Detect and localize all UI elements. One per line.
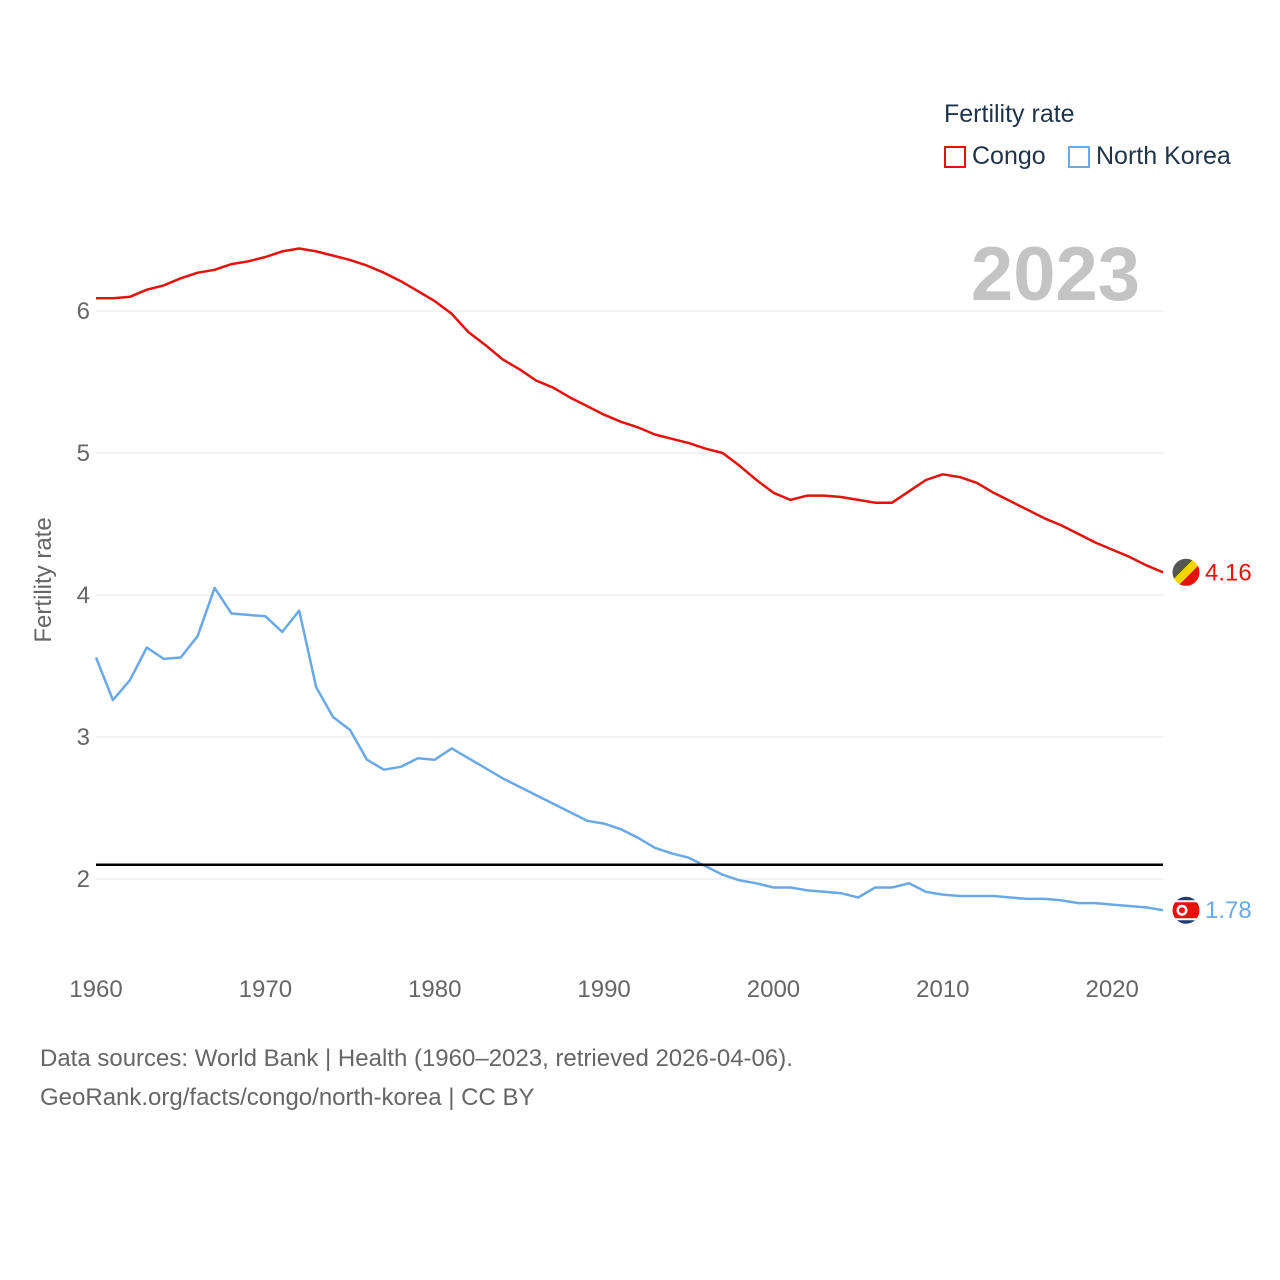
y-tick-6: 6 xyxy=(77,298,90,325)
x-tick-2020: 2020 xyxy=(1085,976,1138,1003)
legend-label-congo: Congo xyxy=(972,142,1046,170)
north-korea-flag-icon xyxy=(1171,895,1201,925)
x-tick-2000: 2000 xyxy=(747,976,800,1003)
end-label-north-korea: 1.78 xyxy=(1205,897,1252,924)
x-tick-2010: 2010 xyxy=(916,976,969,1003)
grid-lines xyxy=(96,310,1163,880)
end-label-congo: 4.16 xyxy=(1205,559,1252,586)
y-tick-5: 5 xyxy=(77,440,90,467)
x-tick-1980: 1980 xyxy=(408,976,461,1003)
legend-item-congo[interactable]: Congo xyxy=(944,142,1046,171)
congo-flag-icon xyxy=(1171,557,1201,587)
x-tick-1970: 1970 xyxy=(239,976,292,1003)
x-tick-labels: 1960 1970 1980 1990 2000 2010 2020 xyxy=(69,976,1139,1003)
year-watermark: 2023 xyxy=(971,232,1140,317)
y-tick-4: 4 xyxy=(77,582,90,609)
end-markers: 4.16 1.78 xyxy=(1171,557,1252,925)
source-line-2[interactable]: GeoRank.org/facts/congo/north-korea | CC… xyxy=(40,1084,535,1111)
source-line-1: Data sources: World Bank | Health (1960–… xyxy=(40,1045,793,1072)
legend-swatch-congo xyxy=(944,145,966,168)
legend-swatch-north-korea xyxy=(1068,145,1090,168)
series-lines xyxy=(94,247,1164,912)
legend-label-north-korea: North Korea xyxy=(1096,142,1231,170)
legend-item-north-korea[interactable]: North Korea xyxy=(1068,142,1231,171)
x-tick-1990: 1990 xyxy=(577,976,630,1003)
legend-title: Fertility rate xyxy=(944,100,1075,128)
y-tick-labels: 2 3 4 5 6 xyxy=(77,298,90,893)
series-line-congo xyxy=(96,247,1164,574)
y-tick-2: 2 xyxy=(77,866,90,893)
x-tick-1960: 1960 xyxy=(69,976,122,1003)
series-line-north-korea xyxy=(94,586,1164,912)
y-tick-3: 3 xyxy=(77,724,90,751)
y-axis-label: Fertility rate xyxy=(30,517,57,642)
